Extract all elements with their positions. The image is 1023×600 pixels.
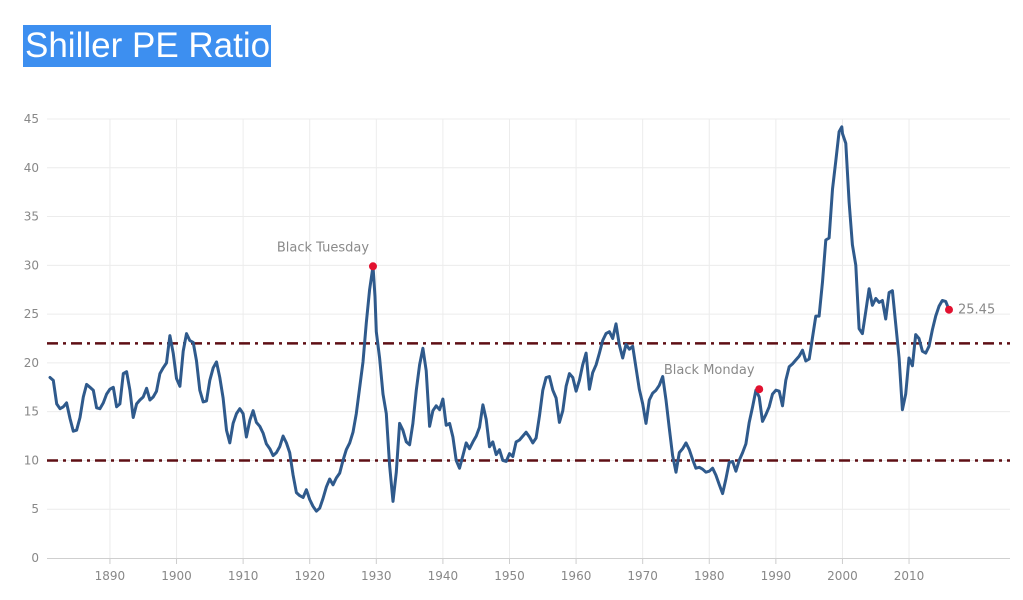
x-tick-label: 1960 (561, 569, 592, 583)
x-axis-ticks: 1890 1900 1910 1920 1930 1940 1950 1960 1970 1980… (95, 558, 925, 583)
reference-lines (47, 342, 1010, 462)
x-tick-label: 1970 (627, 569, 658, 583)
x-tick-label: 1990 (761, 569, 792, 583)
x-tick-label: 1910 (228, 569, 259, 583)
y-tick-label: 5 (31, 502, 39, 516)
y-axis-ticks: 0 5 10 15 20 25 30 35 40 45 (24, 112, 39, 565)
x-tick-label: 1890 (95, 569, 126, 583)
series-line-shiller-pe (48, 125, 951, 513)
annotation-marker (368, 262, 377, 271)
y-tick-label: 30 (24, 258, 39, 272)
x-tick-label: 1920 (294, 569, 325, 583)
annotation-marker (755, 385, 764, 394)
y-tick-label: 15 (24, 405, 39, 419)
grid-lines (47, 118, 1010, 558)
x-tick-label: 2010 (894, 569, 925, 583)
y-tick-label: 45 (24, 112, 39, 126)
y-tick-label: 10 (24, 453, 39, 467)
y-tick-label: 35 (24, 210, 39, 224)
annotation-label: Black Tuesday (277, 240, 370, 255)
y-tick-label: 40 (24, 161, 39, 175)
x-tick-label: 1930 (361, 569, 392, 583)
x-tick-label: 1980 (694, 569, 725, 583)
y-tick-label: 25 (24, 307, 39, 321)
y-tick-label: 20 (24, 356, 39, 370)
y-tick-label: 0 (31, 551, 39, 565)
x-tick-label: 1940 (428, 569, 459, 583)
annotations: Black Tuesday Black Monday 25.45 (277, 240, 995, 394)
chart-title: Shiller PE Ratio (23, 25, 272, 67)
last-value-label: 25.45 (958, 303, 995, 318)
x-tick-label: 1950 (494, 569, 525, 583)
x-tick-label: 2000 (827, 569, 858, 583)
annotation-label: Black Monday (664, 363, 755, 378)
x-tick-label: 1900 (161, 569, 192, 583)
last-value-marker (945, 305, 954, 314)
